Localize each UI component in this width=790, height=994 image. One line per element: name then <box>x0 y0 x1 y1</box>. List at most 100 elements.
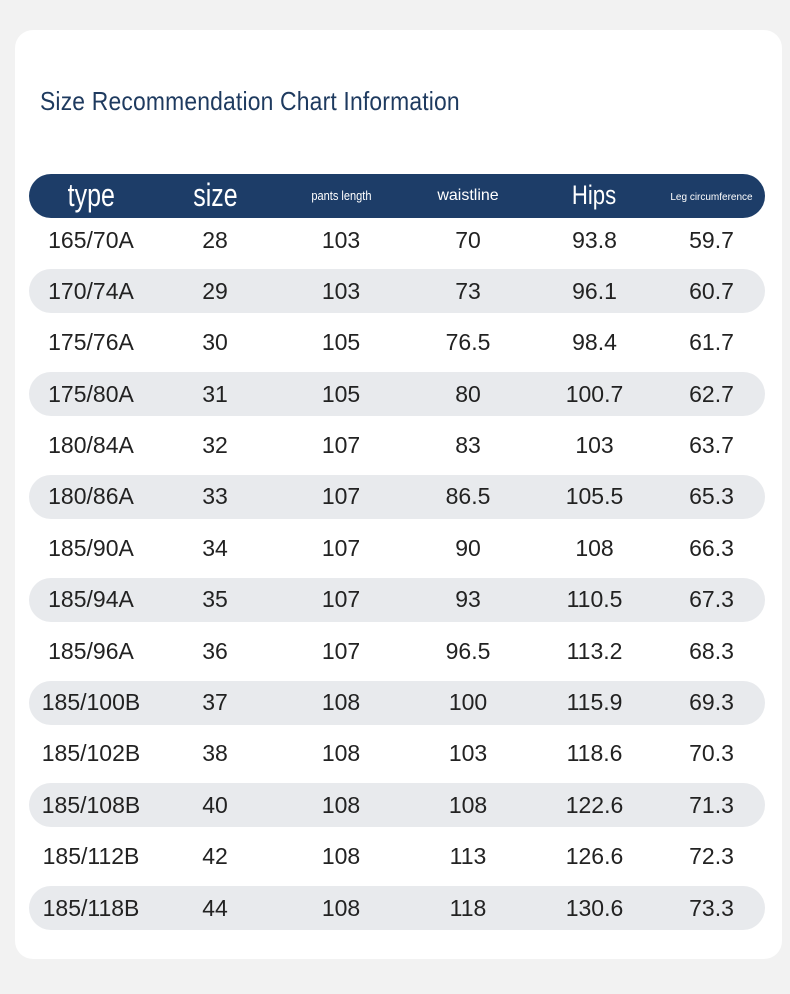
type-cell: 185/108B <box>41 791 141 818</box>
waistline-cell: 70 <box>455 226 481 253</box>
type-cell: 170/74A <box>48 277 134 304</box>
table-row: 185/112B 42 108 113 126.6 72.3 <box>29 835 765 879</box>
table-row: 185/102B 38 108 103 118.6 70.3 <box>29 732 765 776</box>
leg-circumference-cell: 59.7 <box>689 226 734 253</box>
table-row: 180/84A 32 107 83 103 63.7 <box>29 424 765 468</box>
page-title: Size Recommendation Chart Information <box>40 86 460 116</box>
size-cell: 33 <box>202 483 228 510</box>
hips-cell: 122.6 <box>565 791 624 818</box>
type-cell: 185/102B <box>41 740 141 767</box>
pants-length-cell: 108 <box>321 894 361 921</box>
pants-length-cell: 107 <box>321 586 361 613</box>
pants-length-cell: 108 <box>321 689 361 716</box>
waistline-cell: 90 <box>455 534 481 561</box>
size-cell: 34 <box>202 534 228 561</box>
size-cell: 35 <box>202 586 228 613</box>
table-row: 165/70A 28 103 70 93.8 59.7 <box>29 218 765 262</box>
leg-circumference-cell: 63.7 <box>689 432 734 459</box>
pants-length-cell: 107 <box>321 432 361 459</box>
waistline-cell: 103 <box>448 740 488 767</box>
hips-cell: 93.8 <box>572 226 617 253</box>
type-cell: 165/70A <box>48 226 134 253</box>
leg-circumference-cell: 66.3 <box>689 534 734 561</box>
leg-circumference-cell: 67.3 <box>689 586 734 613</box>
size-chart-card: Size Recommendation Chart Information ty… <box>15 30 782 959</box>
type-cell: 185/100B <box>41 689 141 716</box>
waistline-cell: 76.5 <box>445 329 491 356</box>
table-row: 185/90A 34 107 90 108 66.3 <box>29 526 765 570</box>
hips-cell: 115.9 <box>566 689 623 716</box>
table-row: 180/86A 33 107 86.5 105.5 65.3 <box>29 474 765 519</box>
size-cell: 40 <box>202 791 228 818</box>
header-pants-length: pants length <box>310 188 372 204</box>
leg-circumference-cell: 60.7 <box>689 277 734 304</box>
type-cell: 175/80A <box>48 380 134 407</box>
hips-cell: 98.4 <box>572 329 617 356</box>
type-cell: 180/86A <box>48 483 134 510</box>
leg-circumference-cell: 65.3 <box>689 483 734 510</box>
header-type: type <box>67 177 115 214</box>
waistline-cell: 108 <box>448 791 488 818</box>
header-leg-circumference: Leg circumference <box>670 192 753 204</box>
pants-length-cell: 103 <box>321 277 361 304</box>
table-row: 175/80A 31 105 80 100.7 62.7 <box>29 372 765 417</box>
type-cell: 180/84A <box>48 432 134 459</box>
pants-length-cell: 107 <box>321 534 361 561</box>
hips-cell: 110.5 <box>566 586 623 613</box>
pants-length-cell: 108 <box>321 791 361 818</box>
size-cell: 32 <box>202 432 228 459</box>
type-cell: 185/112B <box>42 843 140 870</box>
size-cell: 31 <box>202 380 228 407</box>
size-cell: 30 <box>202 329 228 356</box>
waistline-cell: 118 <box>449 894 487 921</box>
table-body: 165/70A 28 103 70 93.8 59.7 170/74A 29 103 73 96.1… <box>29 218 765 937</box>
header-hips: Hips <box>572 180 617 211</box>
leg-circumference-cell: 62.7 <box>689 380 734 407</box>
pants-length-cell: 108 <box>321 740 361 767</box>
leg-circumference-cell: 73.3 <box>689 894 734 921</box>
waistline-cell: 100 <box>448 689 488 716</box>
waistline-cell: 83 <box>455 432 481 459</box>
leg-circumference-cell: 69.3 <box>689 689 734 716</box>
pants-length-cell: 108 <box>321 843 361 870</box>
size-cell: 44 <box>202 894 228 921</box>
hips-cell: 103 <box>575 432 614 459</box>
type-cell: 185/90A <box>48 534 134 561</box>
hips-cell: 108 <box>575 534 614 561</box>
size-cell: 37 <box>202 689 228 716</box>
pants-length-cell: 107 <box>321 483 361 510</box>
hips-cell: 113.2 <box>566 637 623 664</box>
pants-length-cell: 105 <box>321 380 361 407</box>
leg-circumference-cell: 68.3 <box>689 637 734 664</box>
type-cell: 185/96A <box>48 637 134 664</box>
table-row: 185/94A 35 107 93 110.5 67.3 <box>29 577 765 622</box>
type-cell: 185/118B <box>42 894 140 921</box>
waistline-cell: 86.5 <box>445 483 491 510</box>
table-row: 185/118B 44 108 118 130.6 73.3 <box>29 886 765 931</box>
size-cell: 36 <box>202 637 228 664</box>
table-row: 185/96A 36 107 96.5 113.2 68.3 <box>29 629 765 673</box>
size-cell: 28 <box>202 226 228 253</box>
hips-cell: 96.1 <box>572 277 617 304</box>
waistline-cell: 113 <box>449 843 487 870</box>
pants-length-cell: 107 <box>321 637 361 664</box>
size-cell: 29 <box>202 277 228 304</box>
type-cell: 185/94A <box>48 586 134 613</box>
hips-cell: 118.6 <box>566 740 623 767</box>
table-row: 185/108B 40 108 108 122.6 71.3 <box>29 783 765 828</box>
header-waistline: waistline <box>437 187 499 205</box>
hips-cell: 105.5 <box>565 483 624 510</box>
pants-length-cell: 105 <box>321 329 361 356</box>
table-row: 175/76A 30 105 76.5 98.4 61.7 <box>29 321 765 365</box>
hips-cell: 126.6 <box>565 843 624 870</box>
size-cell: 38 <box>202 740 228 767</box>
leg-circumference-cell: 61.7 <box>689 329 734 356</box>
waistline-cell: 93 <box>455 586 481 613</box>
table-row: 170/74A 29 103 73 96.1 60.7 <box>29 269 765 314</box>
size-cell: 42 <box>202 843 228 870</box>
leg-circumference-cell: 72.3 <box>689 843 734 870</box>
table-header: type size pants length waistline Hips Le… <box>29 174 765 218</box>
waistline-cell: 80 <box>455 380 481 407</box>
pants-length-cell: 103 <box>321 226 361 253</box>
waistline-cell: 73 <box>455 277 481 304</box>
